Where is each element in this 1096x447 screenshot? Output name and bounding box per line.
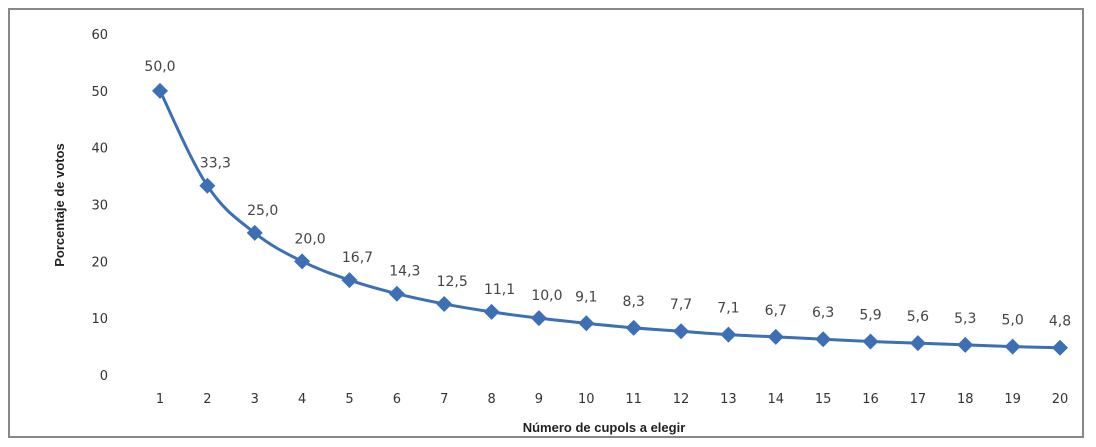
data-point-marker — [862, 333, 879, 350]
x-tick-label: 7 — [440, 392, 448, 407]
data-label: 5,6 — [907, 309, 929, 325]
x-axis-tick-labels: 1 2 3 4 5 6 7 8 9 10 11 12 13 14 15 16 17 18 19 20 — [156, 392, 1068, 407]
data-label: 50,0 — [144, 59, 175, 75]
data-point-marker — [909, 335, 926, 352]
data-point-marker — [294, 253, 311, 270]
data-label: 20,0 — [295, 231, 326, 247]
data-point-marker — [1052, 339, 1068, 356]
data-label: 12,5 — [437, 274, 468, 290]
data-point-marker — [957, 336, 974, 353]
data-point-marker — [578, 315, 595, 332]
x-tick-label: 11 — [625, 392, 642, 407]
x-axis-title: Número de cupols a elegir — [523, 420, 686, 435]
x-tick-label: 2 — [203, 392, 211, 407]
x-tick-label: 16 — [862, 392, 879, 407]
x-tick-label: 10 — [578, 392, 595, 407]
data-point-marker — [341, 272, 358, 289]
x-tick-label: 8 — [487, 392, 495, 407]
data-point-marker — [673, 323, 690, 340]
data-point-marker — [767, 328, 784, 345]
x-tick-label: 4 — [298, 392, 306, 407]
x-tick-label: 5 — [345, 392, 353, 407]
data-label: 33,3 — [200, 156, 231, 172]
data-labels: 50,0 33,3 25,0 20,0 16,7 14,3 12,5 11,1 10,0 9,1 8… — [144, 59, 1071, 330]
data-label: 5,9 — [859, 307, 881, 323]
data-label: 16,7 — [342, 250, 373, 266]
series-markers — [152, 82, 1068, 356]
data-label: 11,1 — [484, 282, 515, 298]
y-tick-label: 30 — [91, 199, 108, 214]
data-label: 10,0 — [531, 288, 562, 304]
y-tick-label: 20 — [91, 255, 108, 270]
data-point-marker — [199, 177, 216, 194]
data-label: 6,3 — [812, 305, 834, 321]
data-point-marker — [1004, 338, 1021, 355]
data-point-marker — [815, 331, 832, 348]
data-point-marker — [625, 319, 642, 336]
data-label: 25,0 — [247, 203, 278, 219]
data-point-marker — [720, 326, 737, 343]
data-label: 7,7 — [670, 297, 692, 313]
x-tick-label: 6 — [393, 392, 401, 407]
y-tick-label: 50 — [91, 85, 108, 100]
data-point-marker — [483, 303, 500, 320]
y-tick-label: 40 — [91, 142, 108, 157]
data-point-marker — [152, 82, 168, 99]
y-tick-label: 10 — [91, 312, 108, 327]
data-point-marker — [246, 224, 263, 241]
x-tick-label: 17 — [910, 392, 927, 407]
data-label: 5,3 — [954, 311, 976, 327]
x-tick-label: 18 — [957, 392, 974, 407]
data-label: 9,1 — [575, 289, 597, 305]
data-label: 8,3 — [623, 294, 645, 310]
x-tick-label: 1 — [156, 392, 164, 407]
data-point-marker — [388, 285, 405, 302]
x-tick-label: 3 — [251, 392, 259, 407]
y-axis-tick-labels: 0 10 20 30 40 50 60 — [91, 28, 108, 384]
data-point-marker — [530, 310, 547, 327]
data-label: 14,3 — [389, 264, 420, 280]
x-tick-label: 12 — [673, 392, 690, 407]
x-tick-label: 19 — [1004, 392, 1021, 407]
data-label: 7,1 — [717, 301, 739, 317]
chart-frame — [8, 8, 1084, 438]
x-tick-label: 20 — [1052, 392, 1069, 407]
x-tick-label: 9 — [535, 392, 543, 407]
y-axis-title: Porcentaje de votos — [52, 143, 67, 267]
y-tick-label: 0 — [100, 369, 108, 384]
data-label: 4,8 — [1049, 314, 1071, 330]
x-tick-label: 13 — [720, 392, 737, 407]
data-point-marker — [436, 295, 453, 312]
data-label: 6,7 — [765, 303, 787, 319]
y-tick-label: 60 — [91, 28, 108, 43]
data-label: 5,0 — [1001, 313, 1023, 329]
x-tick-label: 14 — [768, 392, 785, 407]
x-tick-label: 15 — [815, 392, 832, 407]
